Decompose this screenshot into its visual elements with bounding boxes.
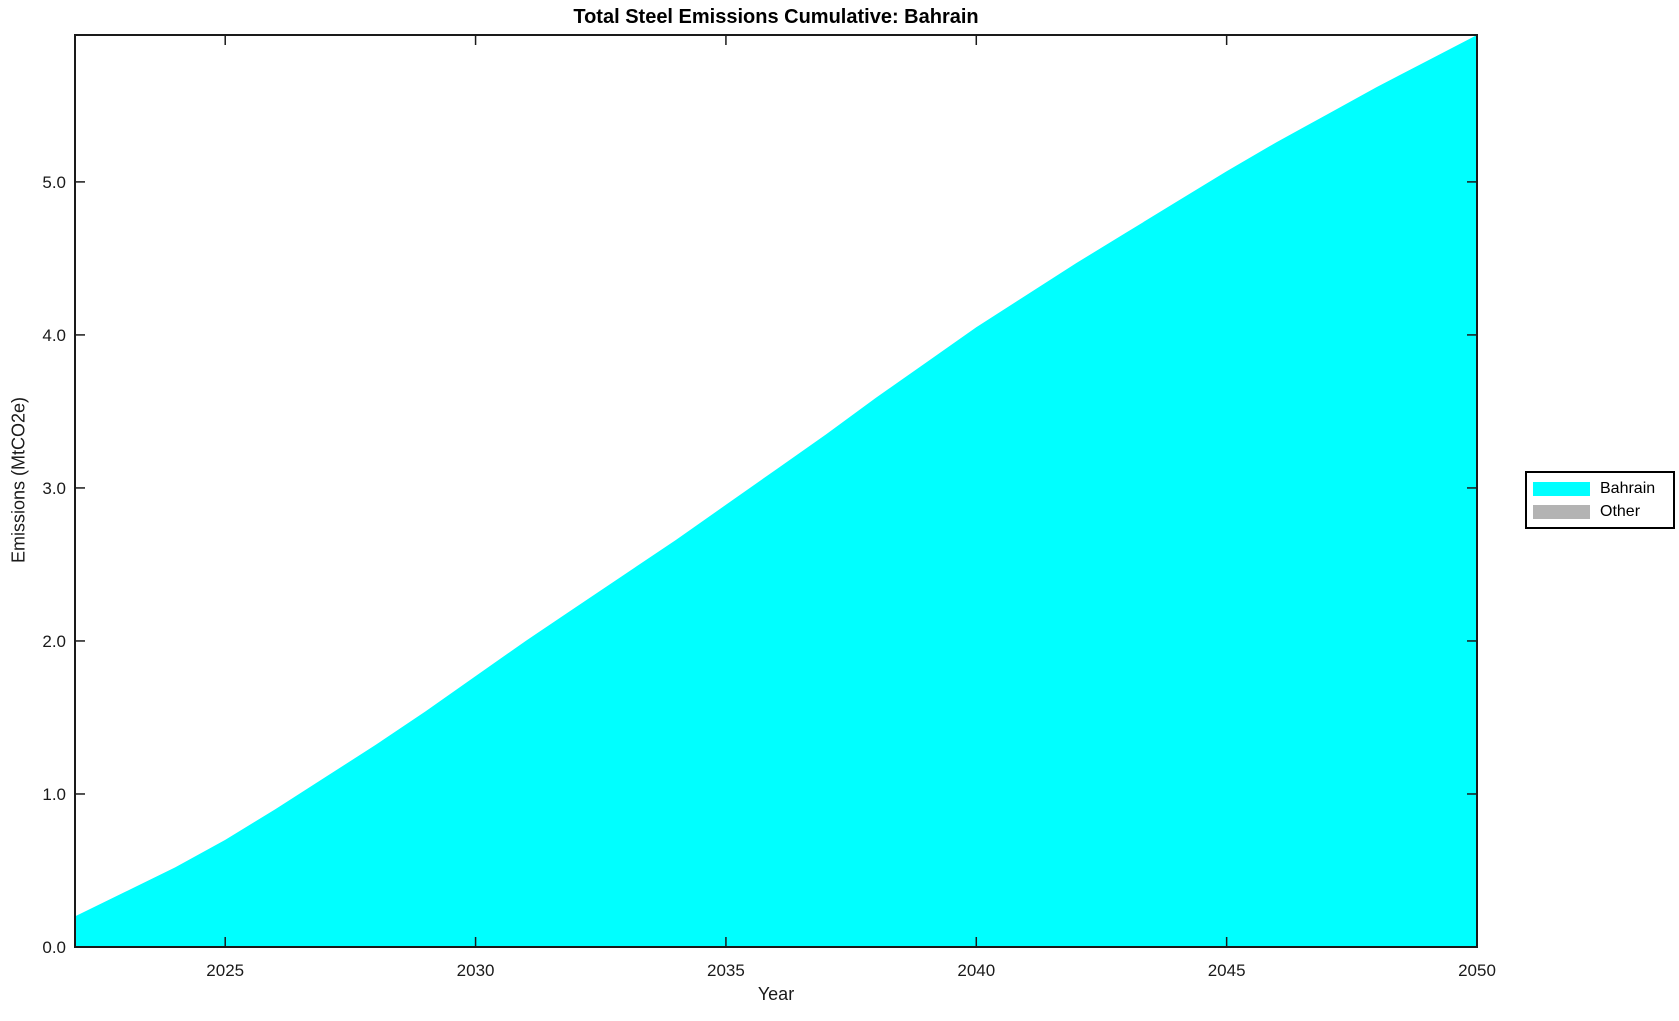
x-tick-label: 2050	[1458, 961, 1496, 980]
legend-swatch-bahrain	[1533, 481, 1590, 496]
legend-label: Other	[1600, 502, 1641, 520]
x-tick-label: 2030	[457, 961, 495, 980]
legend-label: Bahrain	[1600, 479, 1656, 497]
axes-box	[74, 34, 1478, 948]
y-axis-label: Emissions (MtCO2e)	[8, 396, 29, 564]
area-series-bahrain	[75, 35, 1477, 947]
y-tick-label: 5.0	[42, 173, 66, 192]
legend: Bahrain Other	[1525, 471, 1675, 529]
chart-title: Total Steel Emissions Cumulative: Bahrai…	[573, 6, 979, 28]
x-tick-label: 2045	[1208, 961, 1246, 980]
legend-entry-bahrain: Bahrain	[1533, 477, 1667, 500]
y-tick-label: 2.0	[42, 632, 66, 651]
y-tick-label: 4.0	[42, 326, 66, 345]
y-tick-label: 1.0	[42, 785, 66, 804]
x-tick-label: 2040	[957, 961, 995, 980]
x-tick-label: 2035	[707, 961, 745, 980]
y-tick-label: 0.0	[42, 938, 66, 957]
legend-swatch-other	[1533, 504, 1590, 519]
y-tick-label: 3.0	[42, 479, 66, 498]
legend-entry-other: Other	[1533, 500, 1667, 523]
x-tick-label: 2025	[206, 961, 244, 980]
x-axis-label: Year	[757, 984, 795, 1004]
